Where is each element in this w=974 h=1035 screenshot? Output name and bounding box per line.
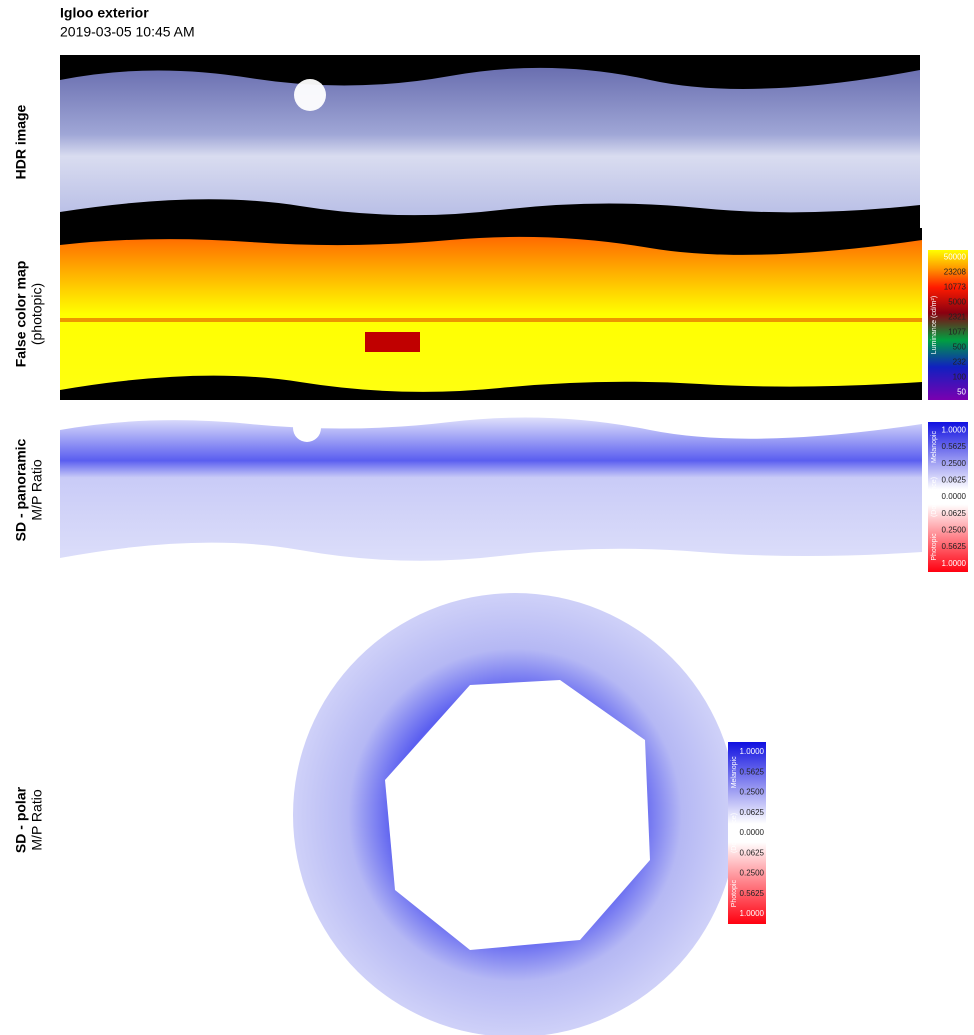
false-color-map bbox=[60, 228, 922, 400]
colorbar-label: 0.2500 bbox=[740, 788, 765, 797]
colorbar-label: 23208 bbox=[944, 268, 967, 277]
row-label: SD - polar bbox=[13, 786, 29, 853]
colorbar-label: 0.2500 bbox=[942, 525, 967, 534]
row-label: (photopic) bbox=[29, 283, 45, 345]
colorbar-side-label: Melanopic bbox=[731, 756, 738, 788]
colorbar-label: 0.5625 bbox=[942, 442, 967, 451]
colorbar-label: 0.0625 bbox=[942, 509, 967, 518]
colorbar-label: 0.0000 bbox=[942, 492, 967, 501]
colorbar-label: 1.0000 bbox=[942, 559, 967, 568]
colorbar-label: 0.0625 bbox=[942, 475, 967, 484]
colorbar-label: 1.0000 bbox=[740, 909, 765, 918]
colorbar-label: 2321 bbox=[948, 313, 966, 322]
colorbar-side-label: Photopic bbox=[931, 533, 938, 561]
colorbar-label: 0.0000 bbox=[740, 828, 765, 837]
colorbar-label: 500 bbox=[953, 343, 967, 352]
row-label: M/P Ratio bbox=[29, 789, 45, 850]
subtitle: 2019-03-05 10:45 AM bbox=[60, 24, 195, 40]
colorbar-label: 0.5625 bbox=[942, 542, 967, 551]
colorbar-label: 50 bbox=[957, 388, 966, 397]
colorbar-label: 0.0625 bbox=[740, 848, 765, 857]
colorbar-side-label: Luminance (cd/m²) bbox=[931, 296, 938, 354]
row-label: SD - panoramic bbox=[13, 438, 29, 541]
title: Igloo exterior bbox=[60, 5, 149, 21]
colorbar-side-label: Melanopic bbox=[931, 431, 938, 463]
hdr-image bbox=[60, 55, 920, 228]
colorbar-side-label: (Dominance) bbox=[731, 813, 738, 853]
sd-panoramic bbox=[60, 414, 922, 561]
sd-polar bbox=[293, 593, 737, 1035]
colorbar-label: 0.0625 bbox=[740, 808, 765, 817]
colorbar-side-label: Photopic bbox=[731, 880, 738, 908]
colorbar-label: 1077 bbox=[948, 328, 966, 337]
colorbar-label: 1.0000 bbox=[740, 747, 765, 756]
row-label: M/P Ratio bbox=[29, 459, 45, 520]
colorbar-label: 1.0000 bbox=[942, 425, 967, 434]
row-label: False color map bbox=[13, 261, 29, 368]
colorbar-label: 232 bbox=[953, 358, 967, 367]
colorbar-side-label: (Dominance) bbox=[931, 477, 938, 517]
colorbar-label: 0.2500 bbox=[942, 459, 967, 468]
colorbar-label: 5000 bbox=[948, 298, 966, 307]
colorbar-label: 100 bbox=[953, 373, 967, 382]
row-label: HDR image bbox=[13, 104, 29, 179]
colorbar-label: 50000 bbox=[944, 253, 967, 262]
figure: Igloo exterior 2019-03-05 10:45 AM HDR i… bbox=[0, 0, 974, 1035]
colorbar-label: 0.5625 bbox=[740, 767, 765, 776]
colorbar-label: 10773 bbox=[944, 283, 967, 292]
colorbar-label: 0.5625 bbox=[740, 889, 765, 898]
colorbar-label: 0.2500 bbox=[740, 869, 765, 878]
